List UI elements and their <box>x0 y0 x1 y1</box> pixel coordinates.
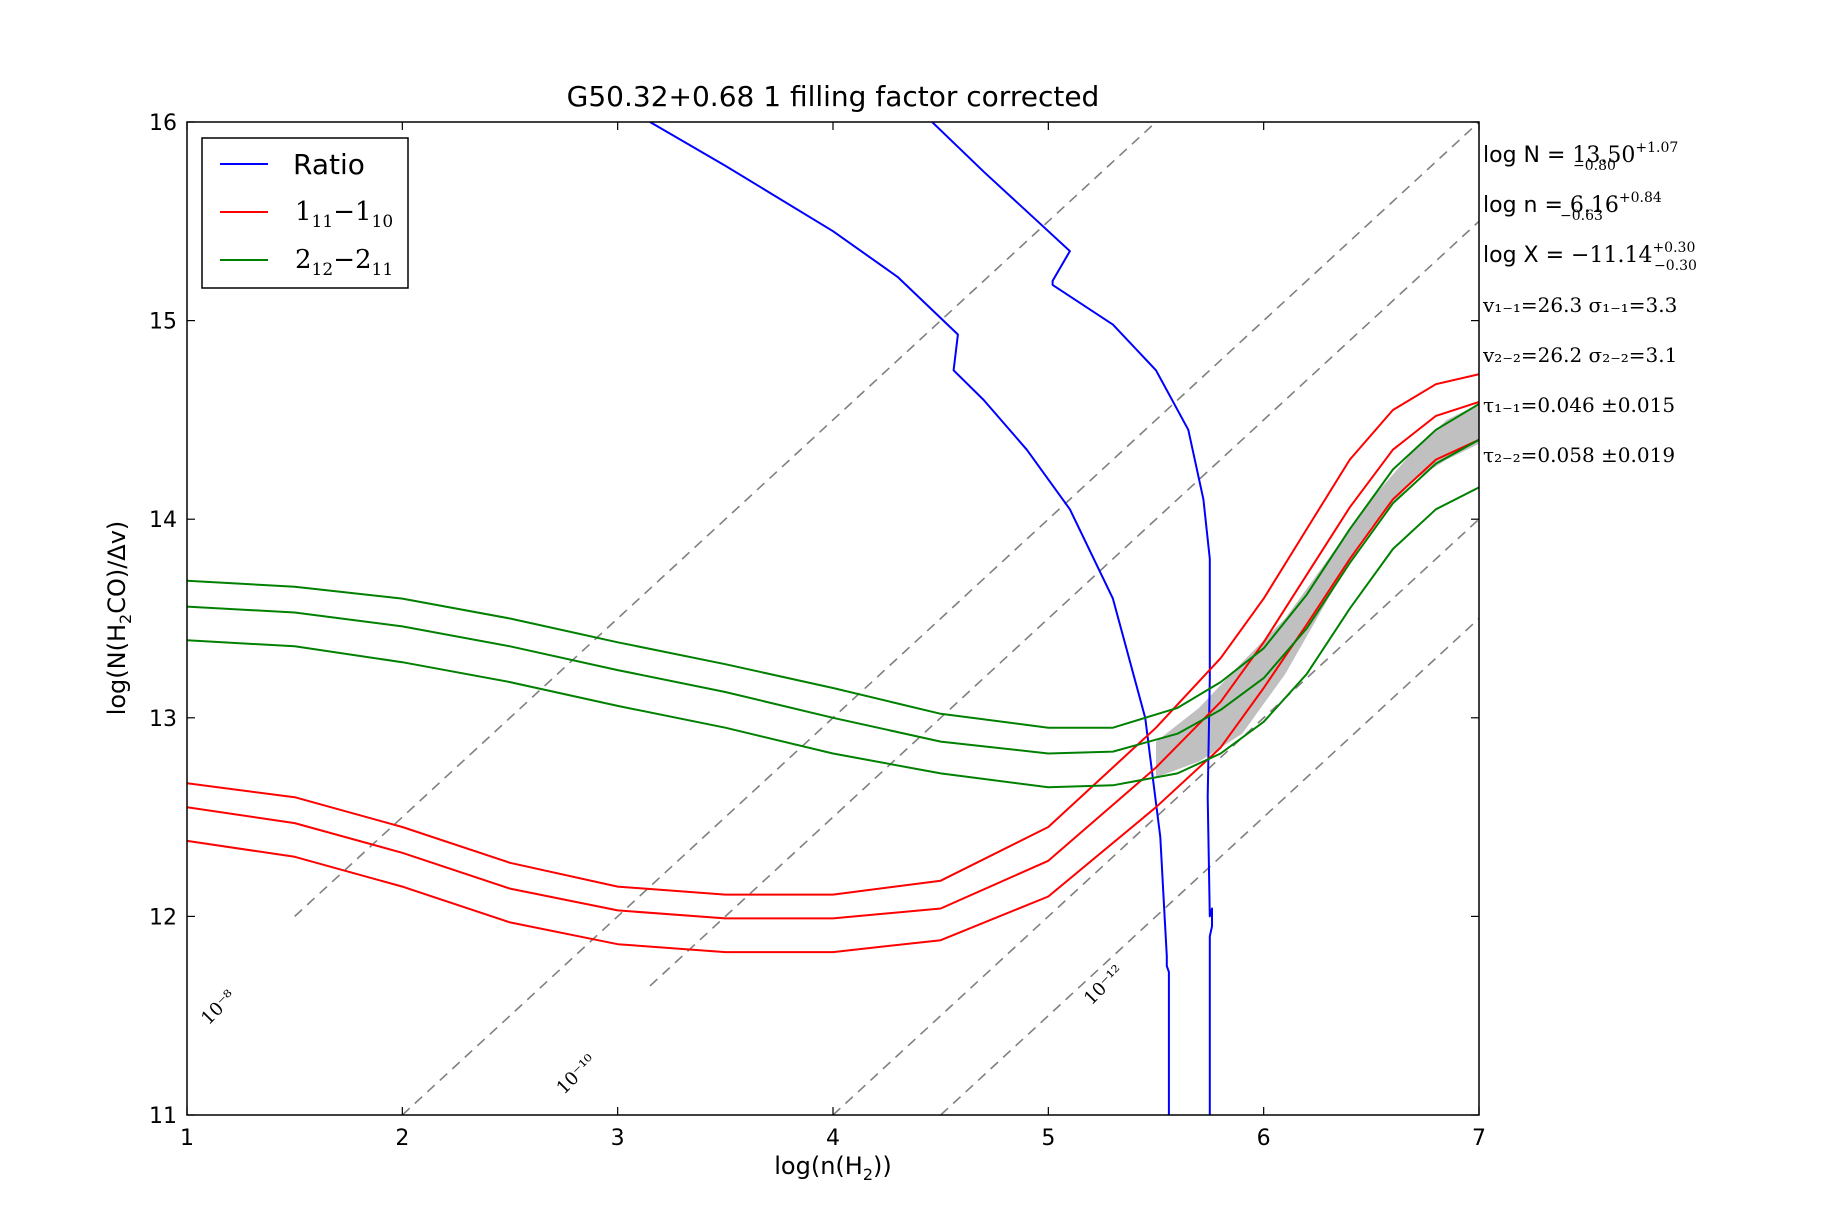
y-axis-label-main: log(N(H <box>103 624 131 715</box>
annotation-log-n-label: log n = <box>1483 193 1570 218</box>
x-tick-label: 6 <box>1257 1126 1271 1151</box>
annotation-v1: v₁₋₁=26.3 σ₁₋₁=3.3 <box>1482 293 1677 317</box>
legend: Ratio 111−110 212−211 <box>201 137 409 289</box>
legend-1-1-main: 1 <box>295 197 312 227</box>
annotation-tau2: τ₂₋₂=0.058 ±0.019 <box>1483 443 1675 467</box>
abundance-line-8 <box>294 122 1158 917</box>
chart-title: G50.32+0.68 1 filling factor corrected <box>567 80 1100 113</box>
legend-label-ratio: Ratio <box>293 148 365 181</box>
y-tick-label: 16 <box>149 111 177 136</box>
best-fit-band <box>1156 404 1479 778</box>
abundance-line-11 <box>832 518 1479 1115</box>
x-tick-label: 3 <box>611 1126 625 1151</box>
fit-annotations: log N = 13.50+1.07 −0.80 log n = 6.16+0.… <box>1482 140 1697 467</box>
legend-1-1-sub1: 11 <box>312 212 334 232</box>
x-tick-label: 1 <box>180 1126 194 1151</box>
annotation-log-n-down: −0.63 <box>1560 208 1603 224</box>
legend-2-2-sub1: 12 <box>312 260 334 280</box>
legend-2-2-main: 2 <box>295 245 312 275</box>
annotation-log-N-up: +1.07 <box>1635 140 1678 156</box>
legend-label-1-1: 111−110 <box>295 197 393 232</box>
x-axis-label: log(n(H2)) <box>774 1152 892 1184</box>
annotation-log-N-label: log N = <box>1483 143 1572 168</box>
annotation-log-n: log n = 6.16+0.84 <box>1483 190 1662 218</box>
abundance-line-10 <box>649 220 1479 987</box>
legend-1-1-mid: −1 <box>333 197 371 227</box>
x-tick-label: 7 <box>1472 1126 1486 1151</box>
legend-1-1-sub2: 10 <box>372 212 394 232</box>
series-line-line_2_2-7 <box>187 486 1479 789</box>
legend-label-2-2: 212−211 <box>295 245 393 280</box>
y-tick-label: 12 <box>149 905 177 930</box>
series-lines <box>187 122 1479 1115</box>
annotation-log-N: log N = 13.50+1.07 <box>1483 140 1678 168</box>
abundance-label-10: 10⁻¹⁰ <box>553 1051 601 1099</box>
y-axis-label-end: CO)/Δv) <box>103 521 131 614</box>
series-line-ratio-1 <box>931 122 1213 1115</box>
abundance-label-8: 10⁻⁸ <box>197 986 240 1029</box>
x-tick-label: 5 <box>1041 1126 1055 1151</box>
annotation-log-N-down: −0.80 <box>1573 158 1616 174</box>
y-tick-label: 15 <box>149 310 177 335</box>
abundance-label-12: 10⁻¹² <box>1080 961 1128 1009</box>
series-line-line_2_2-6 <box>187 438 1479 755</box>
plot-area <box>187 122 1479 1115</box>
legend-2-2-sub2: 11 <box>372 260 394 280</box>
series-line-line_1_1-3 <box>187 401 1479 920</box>
y-tick-label: 14 <box>149 508 177 533</box>
x-tick-label: 4 <box>826 1126 840 1151</box>
legend-2-2-mid: −2 <box>333 245 371 275</box>
series-line-line_1_1-4 <box>187 438 1479 954</box>
annotation-tau1: τ₁₋₁=0.046 ±0.015 <box>1483 393 1675 417</box>
annotation-log-X-value: −11.14 <box>1571 243 1652 268</box>
y-axis-label: log(N(H2CO)/Δv) <box>103 521 135 716</box>
x-tick-label: 2 <box>395 1126 409 1151</box>
abundance-lines <box>294 122 1479 1115</box>
x-axis-label-main: log(n(H <box>774 1152 863 1180</box>
abundance-labels: 10⁻⁸ 10⁻¹⁰ 10⁻¹² <box>197 961 1128 1098</box>
annotation-log-X-down: −0.30 <box>1654 258 1697 274</box>
y-tick-label: 13 <box>149 707 177 732</box>
series-line-line_1_1-2 <box>187 373 1479 896</box>
x-axis-label-sub: 2 <box>863 1165 873 1184</box>
annotation-log-n-up: +0.84 <box>1619 190 1662 206</box>
series-line-ratio-0 <box>649 122 1170 1115</box>
annotation-log-N-value: 13.50 <box>1572 143 1635 168</box>
y-tick-label: 11 <box>149 1104 177 1129</box>
band-fill <box>1156 404 1479 778</box>
annotation-v2: v₂₋₂=26.2 σ₂₋₂=3.1 <box>1482 343 1677 367</box>
series-line-line_2_2-5 <box>187 403 1479 729</box>
x-axis-label-end: )) <box>873 1152 892 1180</box>
annotation-log-X: log X = −11.14+0.30 <box>1483 240 1695 268</box>
annotation-log-X-up: +0.30 <box>1652 240 1695 256</box>
abundance-line-9 <box>401 122 1479 1115</box>
annotation-log-X-label: log X = <box>1483 243 1571 268</box>
annotation-log-n-value: 6.16 <box>1570 193 1619 218</box>
y-axis-label-sub: 2 <box>116 614 135 624</box>
